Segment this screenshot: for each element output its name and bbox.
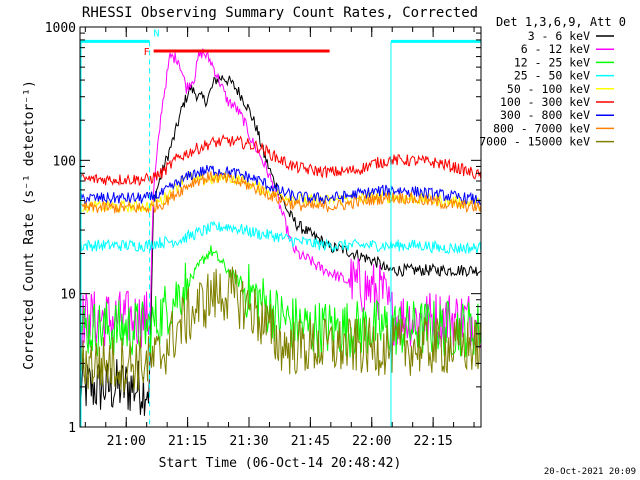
series-group (79, 48, 482, 416)
legend-entry-7: 300 - 800 keV (500, 108, 590, 122)
series-line-2 (79, 48, 482, 349)
plot-frame (79, 26, 482, 428)
x-tick-label-2: 21:15 (168, 434, 207, 449)
legend-entry-2: 6 - 12 keV (521, 42, 590, 56)
footer-date: 20-Oct-2021 20:09 (544, 467, 636, 477)
series-line-3 (79, 245, 482, 358)
y-tick-label-2: 10 (60, 288, 76, 303)
legend-entry-4: 25 - 50 keV (514, 69, 590, 83)
x-tick-label-1: 21:00 (107, 434, 146, 449)
legend-entry-8: 800 - 7000 keV (493, 121, 590, 135)
series-line-6 (79, 133, 482, 187)
x-tick-label-6: 22:15 (414, 434, 453, 449)
series-line-7 (79, 164, 482, 206)
series-line-9 (79, 266, 482, 393)
series-line-8 (79, 171, 482, 214)
flag-N-label: N (154, 28, 160, 39)
x-axis-label: Start Time (06-Oct-14 20:48:42) (159, 456, 402, 471)
legend-entry-3: 12 - 25 keV (514, 55, 590, 69)
y-tick-label-1: 1 (68, 421, 76, 436)
y-axis-label: Corrected Count Rate (s⁻¹ detector⁻¹) (22, 80, 37, 370)
legend-entry-5: 50 - 100 keV (507, 82, 590, 96)
legend-entry-9: 7000 - 15000 keV (479, 135, 590, 149)
legend-entry-6: 100 - 300 keV (500, 95, 590, 109)
legend-title: Det 1,3,6,9, Att 0 (496, 15, 626, 29)
y-tick-label-4: 1000 (45, 21, 76, 36)
legend-entry-1: 3 - 6 keV (528, 29, 590, 43)
series-line-4 (79, 220, 482, 255)
chart-title: RHESSI Observing Summary Count Rates, Co… (82, 5, 478, 21)
series-line-1 (79, 74, 482, 416)
flag-F-label: F (144, 47, 150, 58)
x-tick-label-3: 21:30 (229, 434, 268, 449)
y-tick-label-3: 100 (53, 154, 76, 169)
x-tick-label-5: 22:00 (352, 434, 391, 449)
x-tick-label-4: 21:45 (291, 434, 330, 449)
axes-group: 1 10 100 1000 21:00 21:15 21:30 21:45 22:00 22:15 (45, 21, 482, 449)
flags-group: NF (80, 28, 482, 427)
